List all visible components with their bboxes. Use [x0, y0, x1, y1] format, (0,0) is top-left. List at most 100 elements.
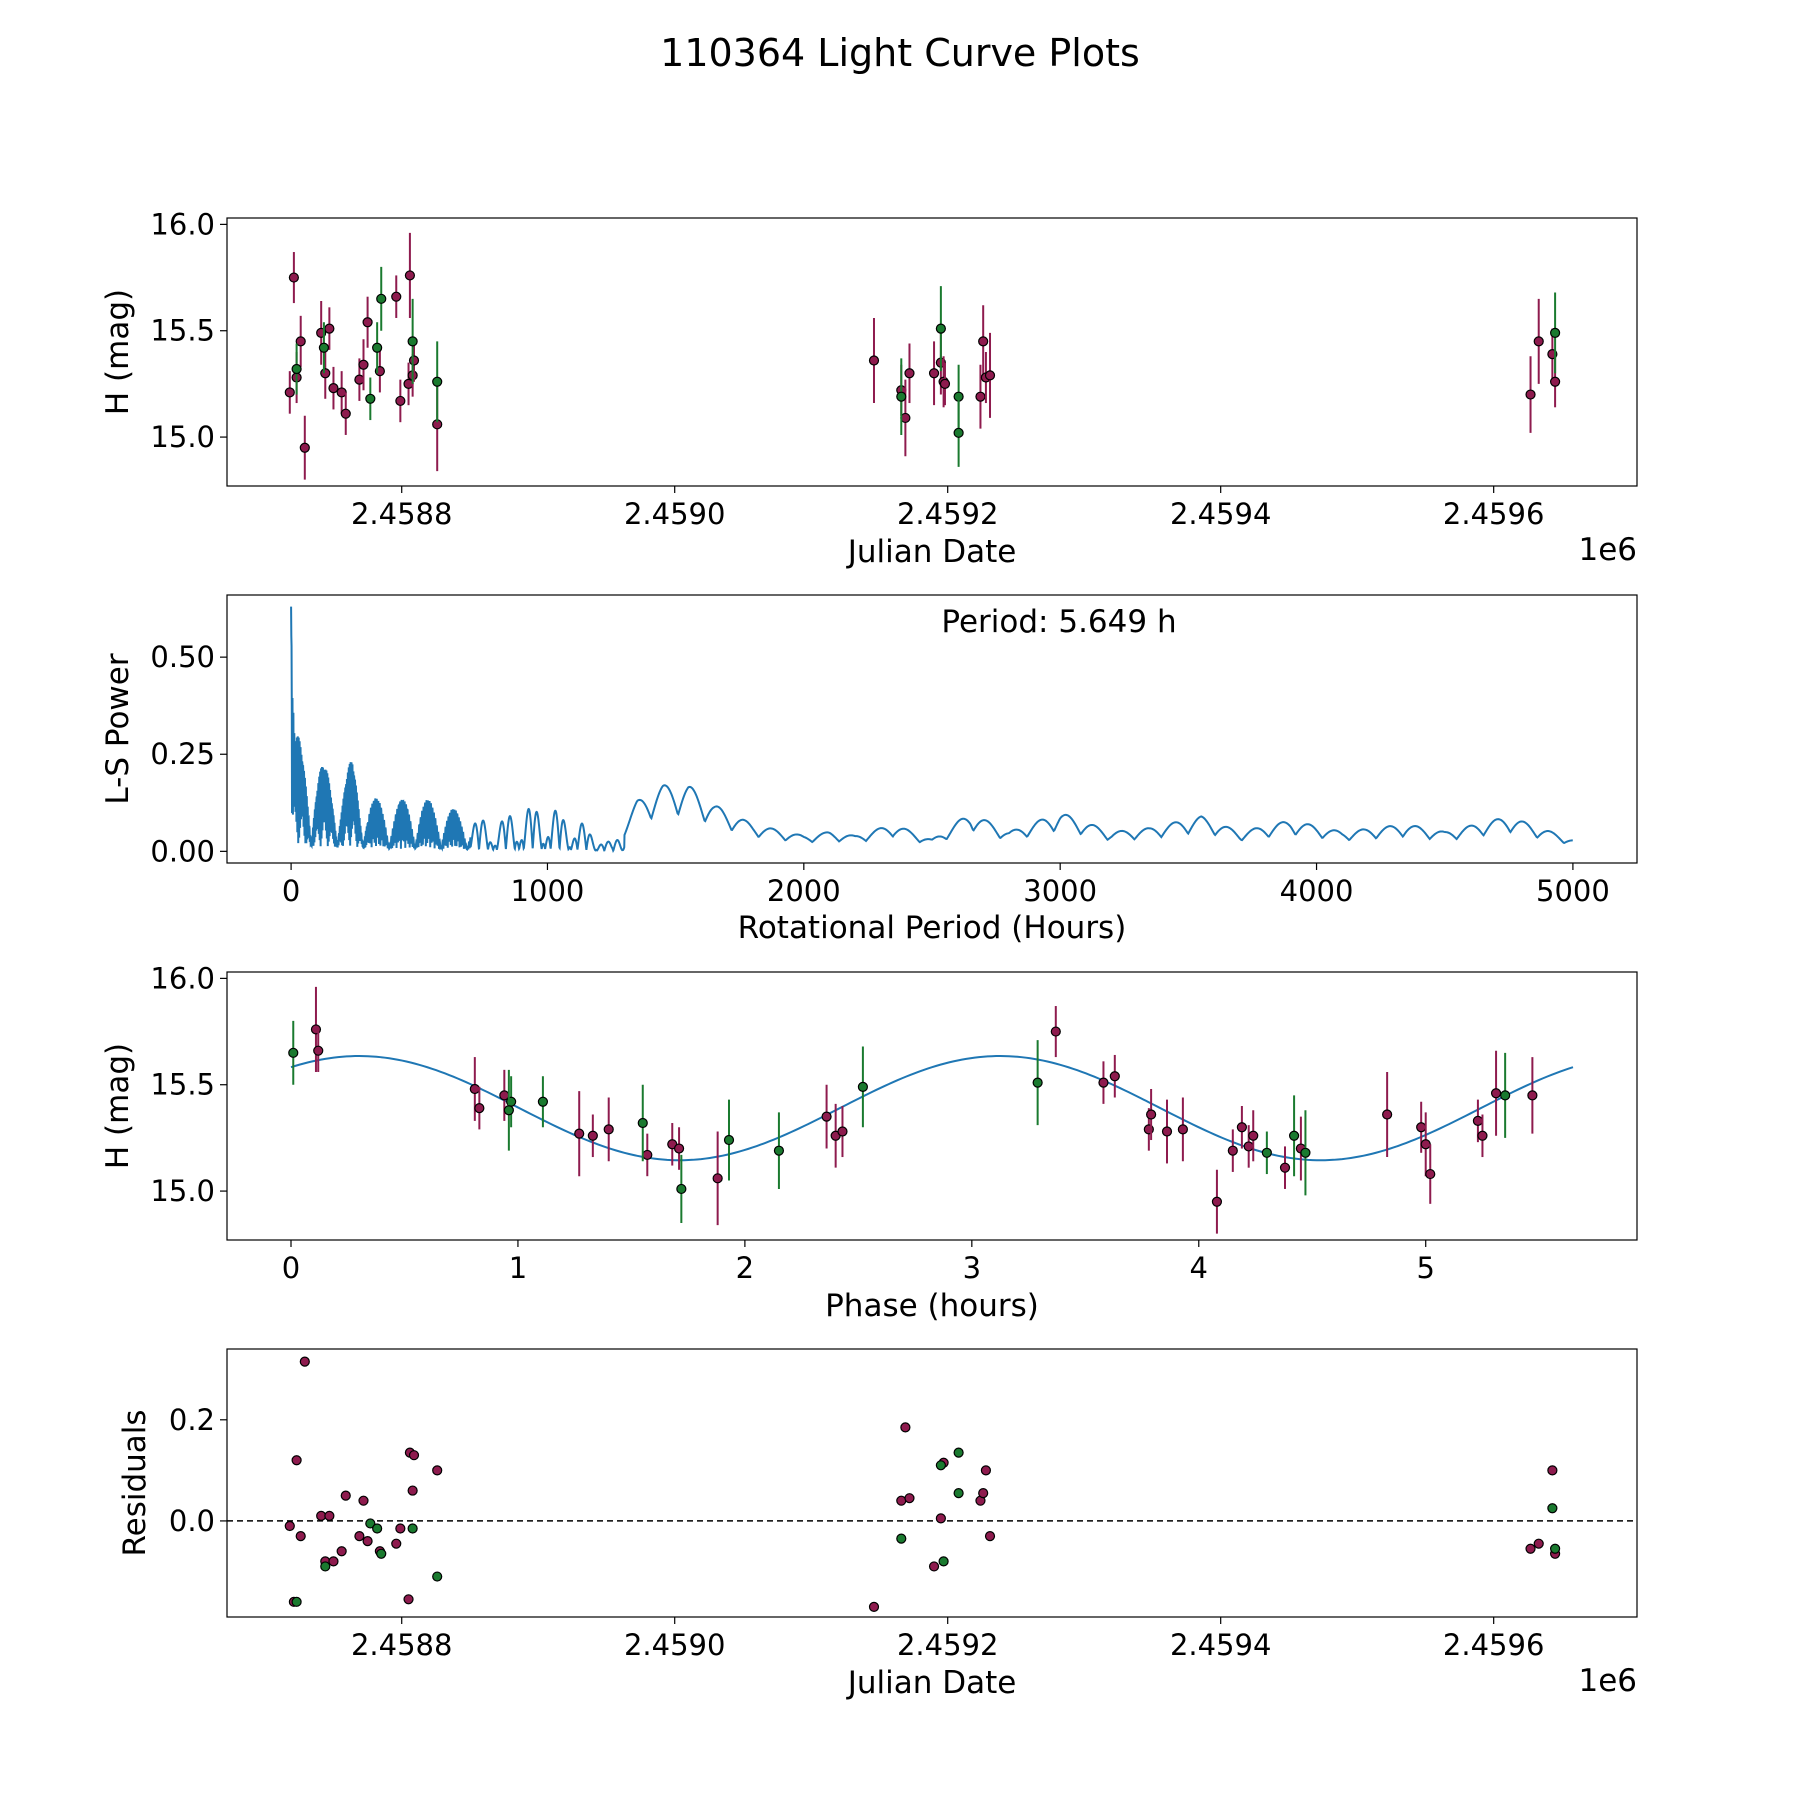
magenta-data-point: [336, 1546, 347, 1557]
magenta-data-point: [395, 1523, 406, 1534]
magenta-data-point: [1211, 1196, 1223, 1207]
magenta-data-point: [868, 1601, 880, 1612]
magenta-data-point: [587, 1130, 598, 1141]
magenta-data-point: [408, 355, 420, 366]
magenta-data-point: [469, 1083, 480, 1095]
magenta-data-point: [980, 1465, 992, 1476]
magenta-data-point: [362, 317, 373, 328]
magenta-data-point: [1525, 389, 1536, 400]
x-tick-label: 1000: [511, 874, 585, 908]
x-tick-label: 4000: [1280, 874, 1354, 908]
magenta-data-point: [837, 1126, 848, 1137]
magenta-data-point: [1177, 1124, 1188, 1135]
x-tick-label: 2.4590: [624, 1628, 725, 1662]
magenta-data-point: [324, 323, 335, 334]
green-data-point: [291, 363, 302, 375]
green-data-point: [318, 342, 330, 353]
magenta-data-point: [1098, 1077, 1109, 1088]
magenta-data-point: [391, 1538, 402, 1549]
magenta-data-point: [1550, 376, 1561, 387]
green-data-point: [291, 1596, 302, 1607]
green-data-point: [938, 1556, 949, 1567]
magenta-data-point: [320, 368, 331, 379]
light-curve-points: [284, 232, 1561, 480]
magenta-data-point: [299, 1356, 310, 1367]
magenta-data-point: [574, 1128, 585, 1139]
green-data-point: [723, 1134, 735, 1146]
magenta-data-point: [1279, 1162, 1291, 1173]
residuals-y-ticks: 0.0 0.2: [169, 1403, 227, 1538]
green-data-point: [935, 323, 946, 334]
green-data-point: [1300, 1147, 1311, 1158]
magenta-data-point: [712, 1173, 723, 1184]
magenta-data-point: [408, 1450, 420, 1461]
residual-points: [227, 1356, 1637, 1612]
x-tick-label: 2.4588: [351, 497, 452, 531]
residuals-x-ticks: 2.4588 2.4590 2.4592 2.4594 2.4596: [351, 1617, 1544, 1662]
green-data-point: [503, 1105, 514, 1116]
y-tick-label: 0.00: [150, 834, 215, 868]
magenta-data-point: [362, 1536, 373, 1547]
residuals-offset-label: 1e6: [1578, 1663, 1637, 1699]
green-data-point: [676, 1183, 687, 1195]
x-tick-label: 0: [282, 874, 300, 908]
green-data-point: [1032, 1077, 1043, 1088]
x-tick-label: 4: [1190, 1251, 1208, 1285]
magenta-data-point: [928, 368, 940, 379]
green-data-point: [537, 1096, 549, 1107]
green-data-point: [320, 1561, 331, 1572]
green-data-point: [372, 342, 383, 353]
magenta-data-point: [642, 1149, 653, 1161]
magenta-data-point: [284, 387, 295, 398]
magenta-data-point: [1109, 1071, 1120, 1082]
magenta-data-point: [395, 395, 406, 407]
phase-y-ticks: 15.0 15.5 16.0: [150, 961, 227, 1208]
magenta-data-point: [407, 1485, 418, 1496]
magenta-data-point: [324, 1510, 335, 1521]
magenta-data-point: [340, 408, 351, 419]
green-data-point: [407, 336, 418, 347]
magenta-data-point: [354, 1530, 365, 1542]
magenta-data-point: [404, 270, 416, 281]
y-tick-label: 16.0: [150, 207, 215, 241]
figure-title: 110364 Light Curve Plots: [660, 31, 1140, 75]
x-tick-label: 3000: [1023, 874, 1097, 908]
x-tick-label: 2: [736, 1251, 754, 1285]
magenta-data-point: [1477, 1130, 1488, 1141]
x-tick-label: 2.4592: [897, 497, 998, 531]
y-tick-label: 0.50: [150, 640, 215, 674]
light-curve-offset-label: 1e6: [1578, 532, 1637, 568]
x-tick-label: 2000: [767, 874, 841, 908]
magenta-data-point: [1236, 1122, 1247, 1133]
magenta-data-point: [328, 1556, 339, 1567]
x-tick-label: 2.4596: [1443, 497, 1544, 531]
phase-panel: 0 1 2 3 4 5 15.0 15.5 16.0 Phase (hours) H (mag…: [100, 961, 1638, 1324]
green-data-point: [1500, 1090, 1511, 1101]
light-curve-x-label: Julian Date: [846, 534, 1017, 570]
green-data-point: [376, 293, 387, 304]
magenta-data-point: [984, 1530, 996, 1542]
magenta-data-point: [288, 272, 299, 283]
magenta-data-point: [474, 1103, 485, 1114]
periodogram-y-label: L-S Power: [100, 653, 136, 804]
periodogram-line: [290, 606, 1573, 853]
x-tick-label: 5000: [1536, 874, 1610, 908]
green-data-point: [376, 1548, 387, 1559]
magenta-data-point: [1161, 1126, 1173, 1137]
x-tick-label: 3: [963, 1251, 981, 1285]
x-tick-label: 2.4594: [1170, 1628, 1271, 1662]
magenta-data-point: [1547, 1465, 1558, 1476]
magenta-data-point: [821, 1111, 832, 1122]
green-data-point: [1547, 1503, 1558, 1514]
magenta-data-point: [904, 1493, 915, 1504]
magenta-data-point: [1248, 1130, 1259, 1141]
green-data-point: [935, 1460, 946, 1471]
period-annotation: Period: 5.649 h: [941, 604, 1176, 640]
magenta-data-point: [1472, 1115, 1484, 1126]
magenta-data-point: [1227, 1145, 1238, 1156]
magenta-data-point: [391, 291, 402, 302]
magenta-data-point: [1050, 1026, 1061, 1037]
magenta-data-point: [1382, 1109, 1393, 1120]
green-data-point: [896, 1533, 907, 1544]
magenta-data-point: [868, 355, 880, 366]
